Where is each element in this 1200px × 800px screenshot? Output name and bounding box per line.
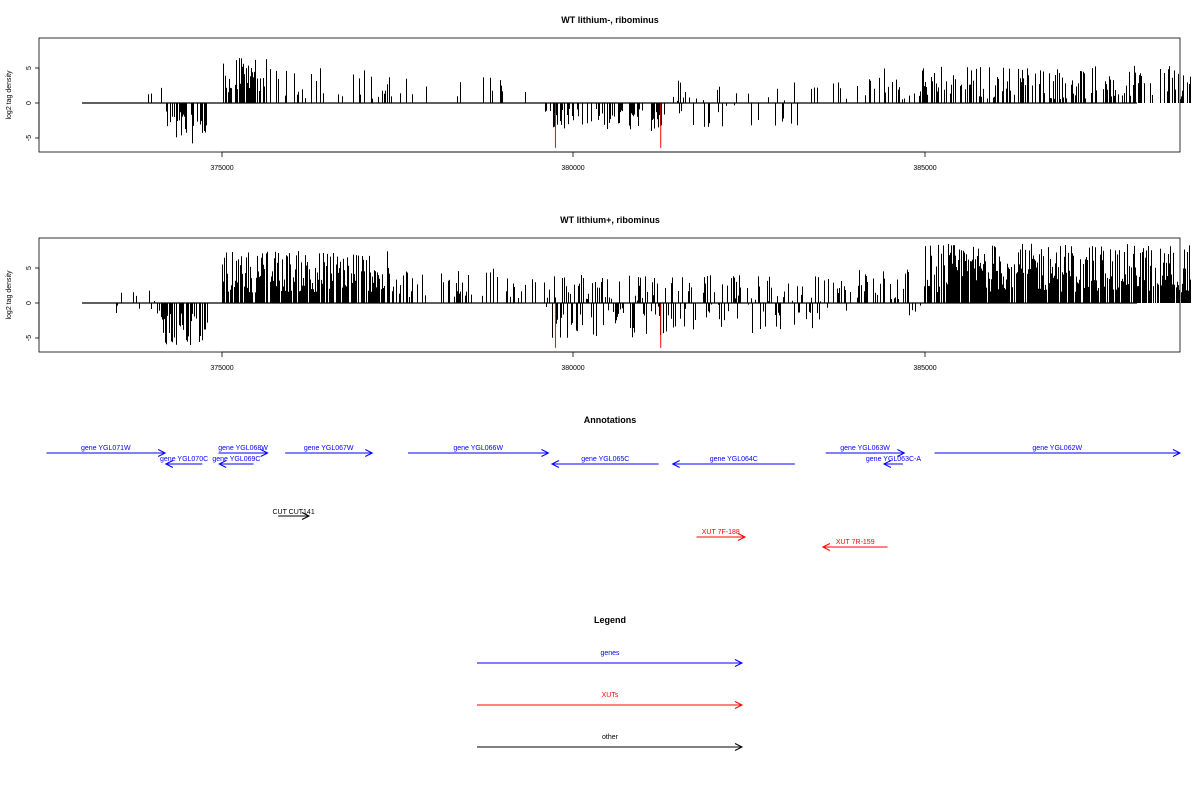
other-feature: CUT CUT141 <box>272 509 315 520</box>
gene-feature: gene YGL068W <box>218 445 269 457</box>
gene-arrowhead <box>365 449 374 457</box>
gene-feature: gene YGL063W <box>825 445 906 457</box>
gene-feature: gene YGL062W <box>934 445 1182 457</box>
annotations-title: Annotations <box>584 415 637 425</box>
panel-1-ytick-label: -5 <box>26 135 33 141</box>
gene-label: gene YGL069C <box>212 456 260 463</box>
xut-feature: XUT 7R-159 <box>821 539 888 551</box>
panel-1-plot-frame <box>38 37 1181 153</box>
other-arrowhead <box>301 512 311 520</box>
gene-arrowhead <box>164 460 174 468</box>
gene-label: gene YGL063C-A <box>866 456 921 463</box>
panel-2-ytick-label: 5 <box>26 266 33 270</box>
gene-label: gene YGL071W <box>81 445 131 452</box>
panel-lithium-plus: WT lithium+, ribominus log2 tag density … <box>6 215 1191 372</box>
panel-2-xtick-label: 380000 <box>561 365 584 372</box>
panel-lithium-minus: WT lithium-, ribominus log2 tag density … <box>6 15 1191 172</box>
legend-label-other: other <box>602 734 619 741</box>
legend-label-genes: genes <box>600 650 620 657</box>
panel-2-title: WT lithium+, ribominus <box>560 215 660 225</box>
panel-2-ytick-label: 0 <box>26 301 33 305</box>
legend-item-genes: genes <box>477 650 744 667</box>
panel-1-title: WT lithium-, ribominus <box>561 15 659 25</box>
gene-label: gene YGL070C <box>160 456 208 463</box>
xut-label: XUT 7R-159 <box>836 539 875 546</box>
panel-1-xtick-label: 375000 <box>210 165 233 172</box>
legend-arrowhead-genes <box>734 659 744 667</box>
legend-arrowhead-xuts <box>734 701 744 709</box>
xut-label: XUT 7F-188 <box>702 529 740 536</box>
panel-1-xtick-label: 385000 <box>913 165 936 172</box>
gene-feature: gene YGL064C <box>671 456 795 468</box>
legend-arrowhead-other <box>734 743 744 751</box>
panel-2-ylabel: log2 tag density <box>6 270 13 320</box>
gene-feature: gene YGL063C-A <box>866 456 921 468</box>
legend-item-xuts: XUTs <box>477 692 744 709</box>
legend-panel: Legend genes XUTs other <box>477 615 744 751</box>
xut-arrowhead <box>821 543 831 551</box>
gene-label: gene YGL065C <box>581 456 629 463</box>
panel-1-bars <box>148 58 1191 148</box>
gene-arrowhead <box>671 460 680 468</box>
gene-label: gene YGL066W <box>453 445 503 452</box>
gene-arrowhead <box>1172 449 1182 457</box>
panel-1-xtick-label: 380000 <box>561 165 584 172</box>
gene-arrowhead <box>541 449 550 457</box>
other-label: CUT CUT141 <box>272 509 314 516</box>
gene-arrowhead <box>882 460 892 468</box>
legend-label-xuts: XUTs <box>602 692 619 699</box>
gene-feature: gene YGL071W <box>46 445 167 457</box>
panel-2-xtick-label: 385000 <box>913 365 936 372</box>
panel-2-bars <box>116 243 1191 348</box>
gene-feature: gene YGL069C <box>212 456 260 468</box>
gene-label: gene YGL062W <box>1032 445 1082 452</box>
gene-label: gene YGL063W <box>840 445 890 452</box>
gene-feature: gene YGL066W <box>408 445 550 457</box>
legend-title: Legend <box>594 615 626 625</box>
gene-label: gene YGL068W <box>218 445 268 452</box>
gene-arrowhead <box>218 460 227 468</box>
xut-arrowhead <box>737 533 747 541</box>
gene-arrowhead <box>550 460 560 468</box>
panel-2-ytick-label: -5 <box>26 335 33 341</box>
xut-feature: XUT 7F-188 <box>696 529 747 541</box>
panel-1-ytick-label: 5 <box>26 66 33 70</box>
gene-label: gene YGL067W <box>304 445 354 452</box>
legend-item-other: other <box>477 734 744 751</box>
gene-label: gene YGL064C <box>710 456 758 463</box>
gene-arrowhead <box>157 449 167 457</box>
annotation-features: gene YGL071W gene YGL070C gene YGL068W gene… <box>46 445 1182 551</box>
gene-feature: gene YGL065C <box>550 456 659 468</box>
gene-arrowhead <box>897 449 906 457</box>
panel-1-ytick-label: 0 <box>26 101 33 105</box>
gene-feature: gene YGL070C <box>160 456 208 468</box>
gene-arrowhead <box>260 449 269 457</box>
panel-1-ylabel: log2 tag density <box>6 70 13 120</box>
panel-2-xtick-label: 375000 <box>210 365 233 372</box>
gene-feature: gene YGL067W <box>285 445 374 457</box>
